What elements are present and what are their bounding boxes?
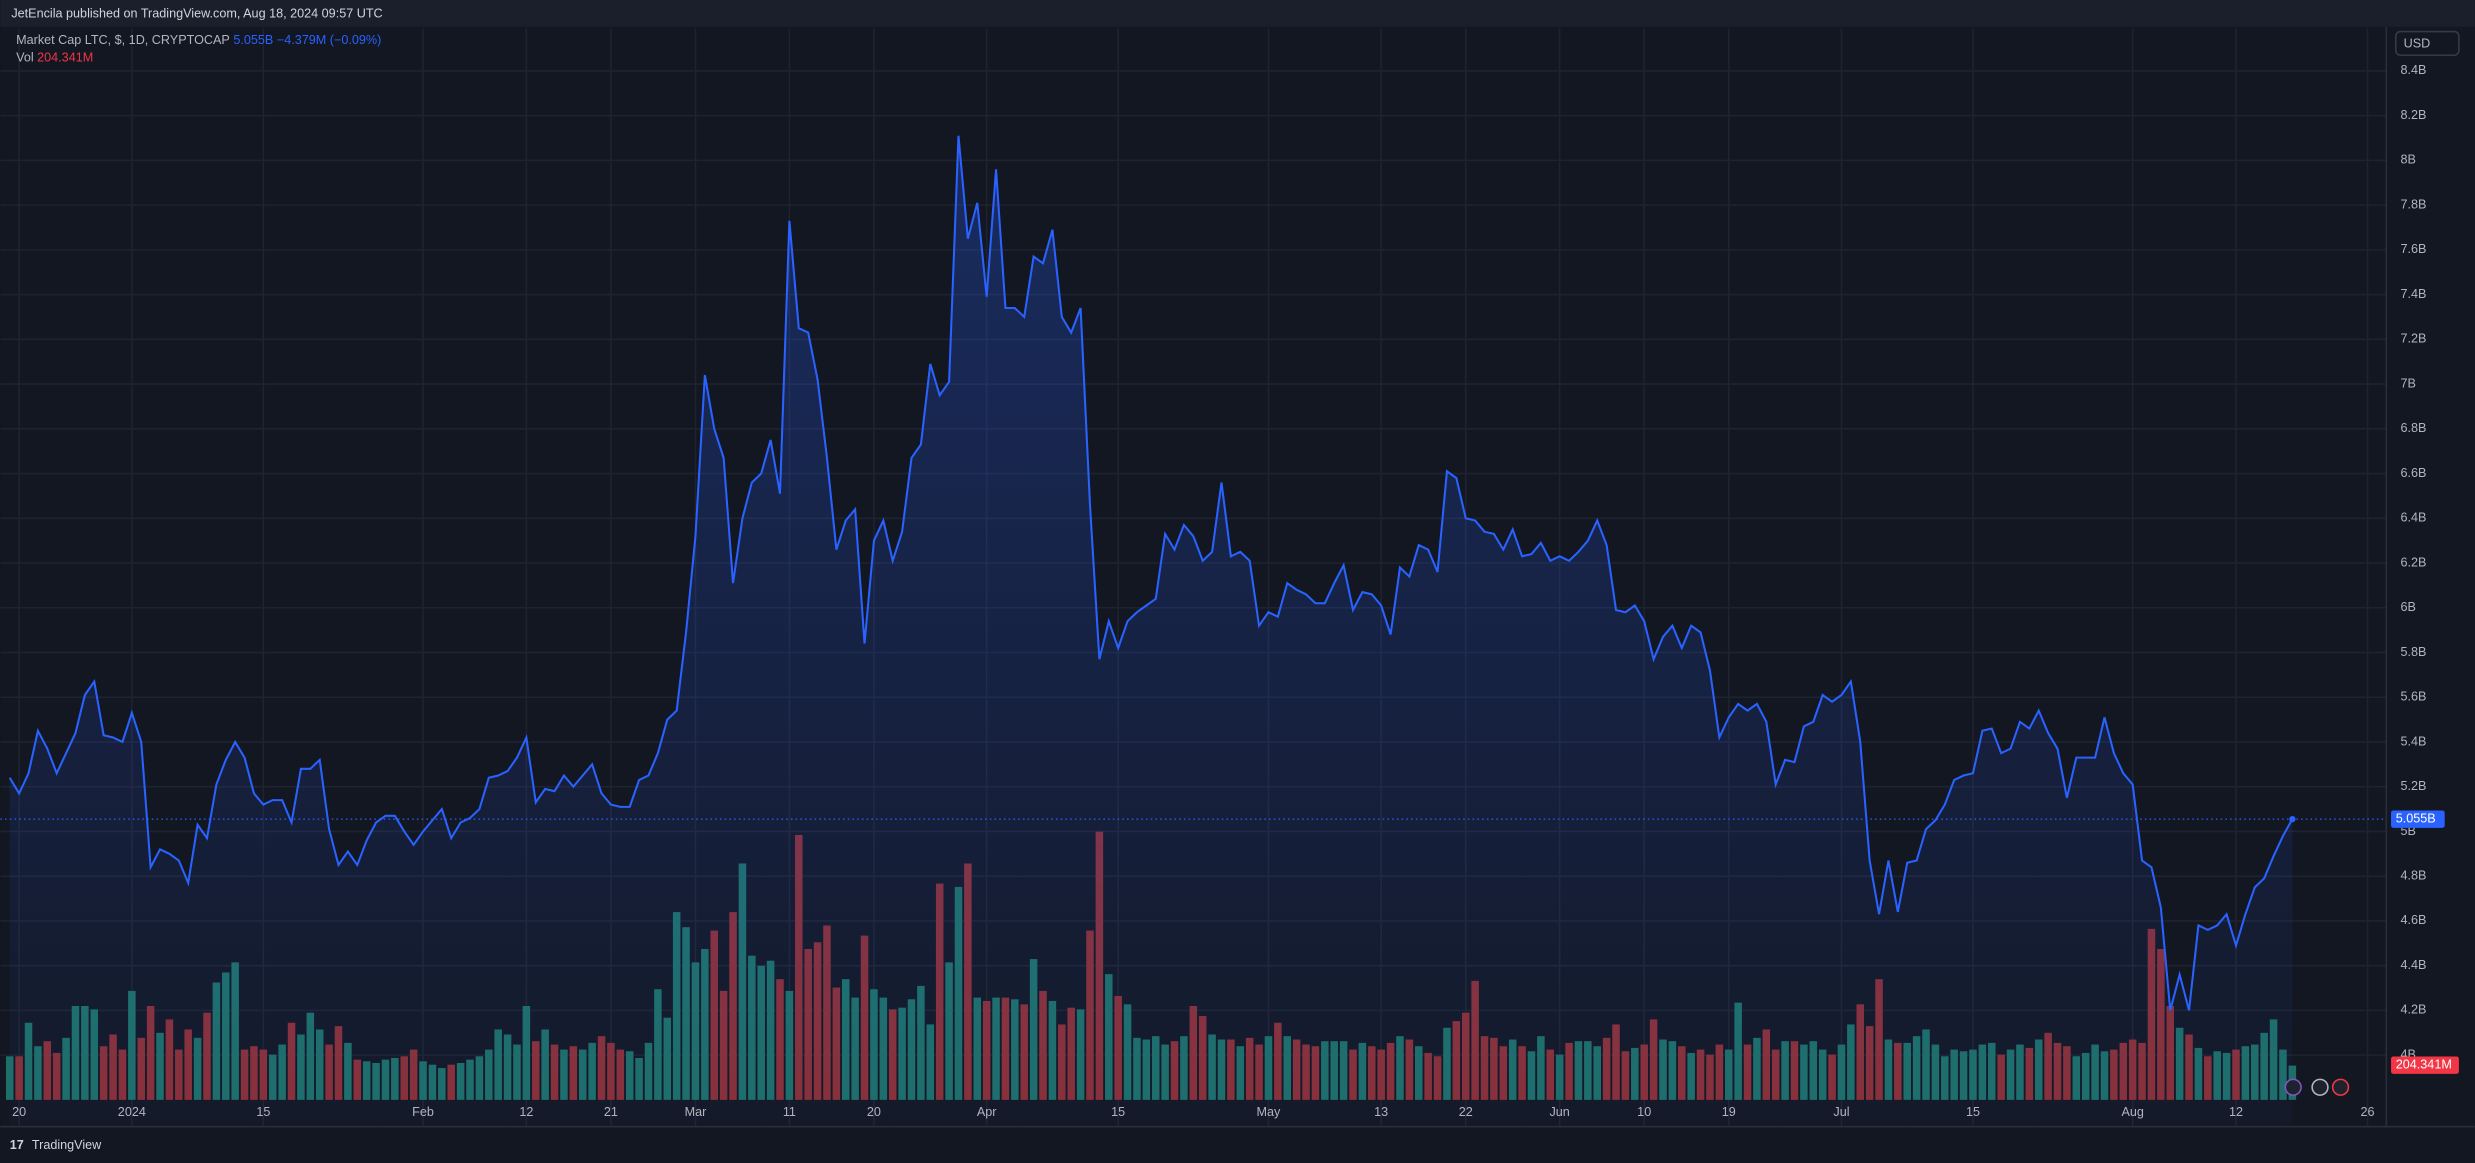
x-tick-label: Apr [977,1105,997,1119]
x-tick-label: 21 [604,1105,618,1119]
x-tick-label: 15 [256,1105,270,1119]
legend-title: Market Cap LTC, $, 1D, CRYPTOCAP [16,33,230,47]
volume-tag-label: 204.341M [2396,1057,2452,1071]
y-tick-label: 7.6B [2401,242,2427,256]
x-tick-label: 12 [519,1105,533,1119]
y-tick-label: 7.4B [2401,287,2427,301]
price-tag-label: 5.055B [2396,811,2436,825]
x-tick-label: 15 [1111,1105,1125,1119]
event-icon[interactable] [2311,1078,2329,1096]
x-tick-label: 19 [1722,1105,1736,1119]
legend-change: −4.379M (−0.09%) [277,33,381,47]
legend: Market Cap LTC, $, 1D, CRYPTOCAP 5.055B … [16,33,381,47]
y-tick-label: 6B [2401,600,2416,614]
x-tick-label: Jul [1833,1105,1849,1119]
y-tick-label: 6.8B [2401,421,2427,435]
event-icon[interactable] [2284,1078,2302,1096]
brand[interactable]: TradingView [32,1138,102,1152]
plot [0,135,2387,1127]
last-point [2289,815,2296,823]
x-tick-label: 22 [1459,1105,1473,1119]
y-tick-label: 8B [2401,153,2416,167]
x-tick-label: 20 [12,1105,26,1119]
x-tick-label: 12 [2229,1105,2243,1119]
y-tick-label: 7B [2401,376,2416,390]
x-tick-label: 11 [783,1105,796,1119]
y-tick-label: 6.6B [2401,466,2427,480]
x-tick-label: 10 [1637,1105,1651,1119]
y-tick-label: 8.4B [2401,63,2427,77]
y-tick-label: 7.2B [2401,332,2427,346]
x-tick-label: Aug [2121,1105,2143,1119]
y-tick-label: 4.4B [2401,958,2427,972]
currency-button[interactable] [2394,30,2460,57]
x-tick-label: 20 [867,1105,881,1119]
y-tick-label: 5.6B [2401,690,2427,704]
x-tick-label: 2024 [118,1105,146,1119]
x-tick-label: Mar [685,1105,707,1119]
y-tick-label: 4.8B [2401,869,2427,883]
x-tick-label: May [1257,1105,1282,1119]
y-tick-label: 4.2B [2401,1003,2427,1017]
x-tick-label: 13 [1374,1105,1388,1119]
x-tick-label: 26 [2360,1105,2374,1119]
area [9,135,2293,1127]
x-tick-label: Jun [1549,1105,1569,1119]
y-tick-label: 6.2B [2401,555,2427,569]
line [8,135,2294,1011]
event-icon[interactable] [2331,1078,2350,1096]
axes: 8.4B 8.2B 8B 7.8B 7.6B 7.4B 7.2B 7B 6.8B 6.6B 6.4B… [12,63,2459,1119]
y-tick-label: 5.2B [2401,779,2427,793]
x-tick-label: Feb [412,1105,434,1119]
legend-volume: Vol 204.341M [16,51,93,65]
y-tick-label: 8.2B [2401,108,2427,122]
volume-name: Vol [16,51,34,65]
currency[interactable]: USD [2404,37,2431,51]
y-tick-label: 7.8B [2401,197,2427,211]
y-tick-label: 5.4B [2401,734,2427,748]
logo-mark: 17 [10,1138,24,1152]
volume-tag [2391,1056,2459,1074]
volume-value: 204.341M [37,51,93,65]
y-tick-label: 5.8B [2401,645,2427,659]
publisher: JetEncila published on TradingView.com, … [11,7,382,21]
y-tick-label: 4.6B [2401,913,2427,927]
legend-price: 5.055B [233,33,273,47]
price-tag [2391,810,2445,828]
x-tick-label: 15 [1966,1105,1980,1119]
top-bar [0,0,2475,27]
y-tick-label: 6.4B [2401,511,2427,525]
